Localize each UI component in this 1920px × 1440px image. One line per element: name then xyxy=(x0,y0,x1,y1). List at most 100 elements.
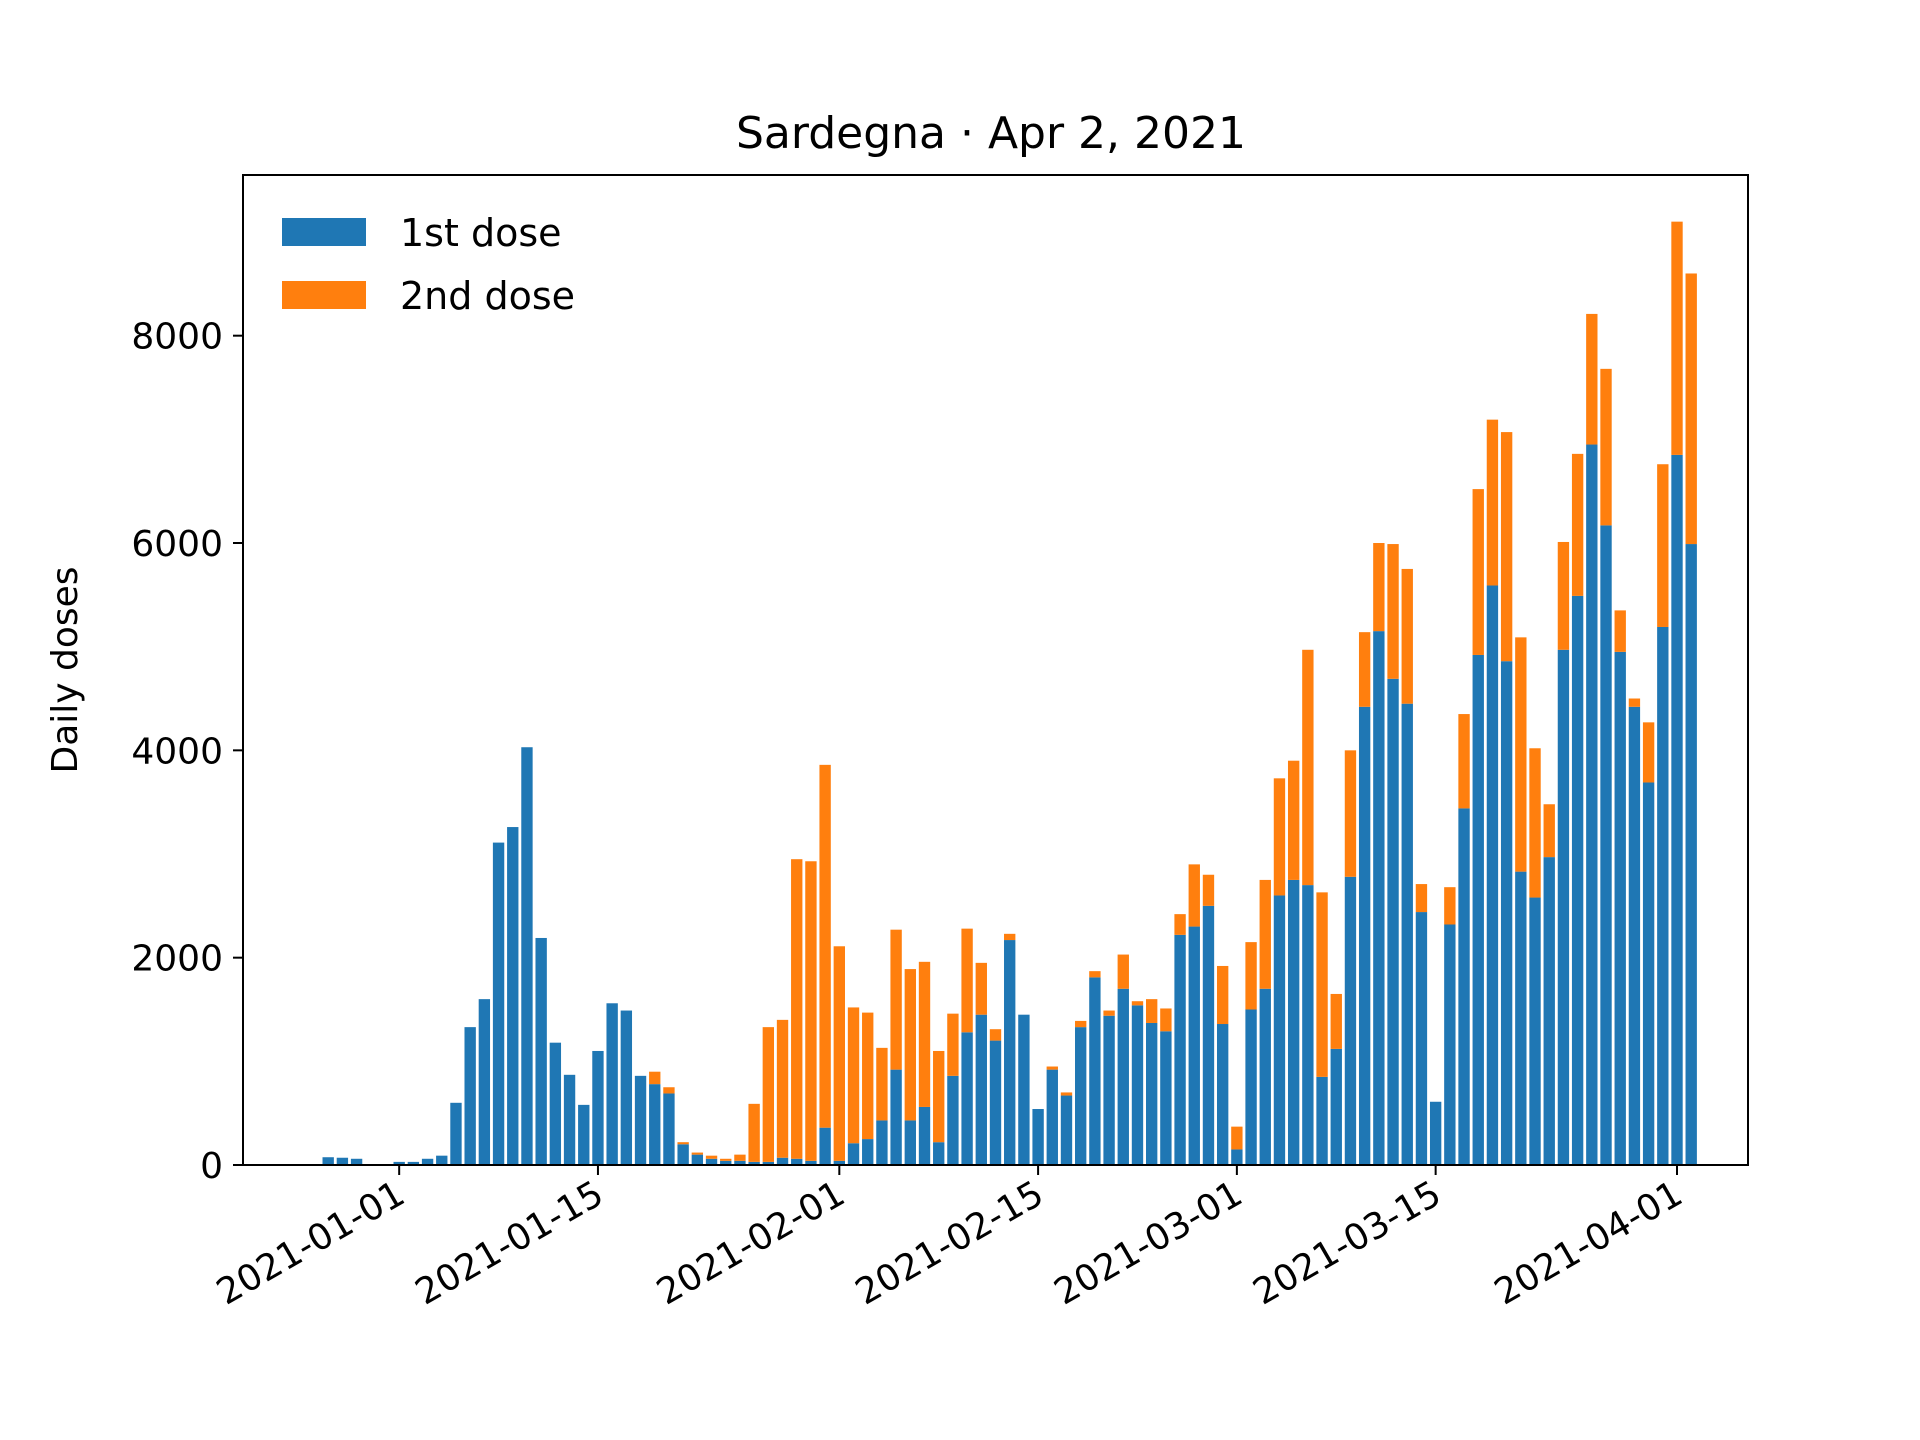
bar-1st-dose xyxy=(1075,1027,1087,1165)
bar-1st-dose xyxy=(1202,905,1215,1165)
bar-1st-dose xyxy=(663,1093,675,1165)
bar-1st-dose xyxy=(748,1161,760,1165)
bar-2nd-dose xyxy=(989,1029,1002,1041)
bar-2nd-dose xyxy=(1671,221,1683,455)
bar-2nd-dose xyxy=(947,1013,959,1076)
bar-2nd-dose xyxy=(847,1007,860,1144)
bar-1st-dose xyxy=(1330,1048,1342,1165)
bar-2nd-dose xyxy=(1628,698,1641,707)
bar-2nd-dose xyxy=(776,1019,789,1158)
bar-1st-dose xyxy=(492,842,505,1165)
bar-2nd-dose xyxy=(1316,892,1328,1077)
y-tick-label: 8000 xyxy=(131,317,223,358)
bar-2nd-dose xyxy=(691,1152,704,1155)
bar-2nd-dose xyxy=(1004,933,1016,941)
bar-2nd-dose xyxy=(1075,1020,1087,1028)
bar-1st-dose xyxy=(1117,988,1129,1165)
bar-1st-dose xyxy=(1685,544,1697,1165)
bar-1st-dose xyxy=(322,1157,334,1165)
bar-1st-dose xyxy=(393,1161,405,1165)
bar-2nd-dose xyxy=(1600,368,1612,526)
bar-2nd-dose xyxy=(933,1050,945,1143)
x-tick-label: 2021-01-15 xyxy=(409,1173,611,1313)
bar-1st-dose xyxy=(1401,703,1413,1165)
bar-1st-dose xyxy=(1614,651,1626,1165)
bar-1st-dose xyxy=(947,1075,959,1165)
bar-2nd-dose xyxy=(1302,649,1314,886)
bar-1st-dose xyxy=(1146,1022,1158,1165)
bar-2nd-dose xyxy=(1273,778,1286,896)
bar-1st-dose xyxy=(620,1010,633,1165)
bar-1st-dose xyxy=(904,1120,916,1165)
bar-1st-dose xyxy=(407,1161,420,1165)
x-tick-label: 2021-04-01 xyxy=(1488,1173,1690,1313)
bar-2nd-dose xyxy=(649,1071,661,1085)
bar-2nd-dose xyxy=(1231,1126,1243,1150)
bar-1st-dose xyxy=(1486,585,1499,1165)
bar-2nd-dose xyxy=(1131,1001,1144,1006)
y-tick-label: 0 xyxy=(200,1146,223,1187)
bar-2nd-dose xyxy=(1543,804,1555,858)
bar-1st-dose xyxy=(819,1127,831,1165)
bar-1st-dose xyxy=(1160,1031,1172,1165)
bars xyxy=(322,221,1697,1165)
bar-1st-dose xyxy=(691,1154,704,1165)
bar-2nd-dose xyxy=(762,1027,775,1162)
bar-1st-dose xyxy=(464,1027,476,1165)
bar-2nd-dose xyxy=(1358,632,1371,707)
bar-1st-dose xyxy=(805,1160,817,1165)
bar-1st-dose xyxy=(734,1160,746,1165)
bar-2nd-dose xyxy=(1089,971,1101,978)
bar-1st-dose xyxy=(1089,977,1101,1165)
bar-2nd-dose xyxy=(876,1047,888,1121)
bar-1st-dose xyxy=(1216,1024,1229,1165)
bar-2nd-dose xyxy=(705,1155,718,1159)
bar-2nd-dose xyxy=(791,859,803,1159)
y-tick-label: 6000 xyxy=(131,524,223,565)
bar-1st-dose xyxy=(1557,649,1570,1165)
bar-2nd-dose xyxy=(1500,432,1513,662)
bar-1st-dose xyxy=(876,1120,888,1165)
bar-1st-dose xyxy=(989,1040,1002,1165)
bar-1st-dose xyxy=(1259,988,1271,1165)
bar-1st-dose xyxy=(776,1157,789,1165)
bar-1st-dose xyxy=(592,1050,604,1165)
bar-2nd-dose xyxy=(890,929,902,1070)
bar-1st-dose xyxy=(1458,808,1470,1165)
bar-1st-dose xyxy=(791,1158,803,1165)
bar-2nd-dose xyxy=(1202,874,1215,906)
bar-1st-dose xyxy=(975,1014,987,1165)
bar-2nd-dose xyxy=(1103,1010,1115,1016)
bar-2nd-dose xyxy=(805,861,817,1161)
legend-swatch-1st-dose xyxy=(282,218,366,246)
bar-1st-dose xyxy=(705,1158,718,1165)
bar-1st-dose xyxy=(890,1069,902,1165)
bar-2nd-dose xyxy=(1401,568,1413,704)
y-tick-label: 4000 xyxy=(131,731,223,772)
x-tick-label: 2021-02-15 xyxy=(849,1173,1051,1313)
bar-1st-dose xyxy=(1103,1015,1115,1165)
bar-2nd-dose xyxy=(1117,954,1129,989)
x-tick-label: 2021-03-01 xyxy=(1048,1173,1250,1313)
bar-1st-dose xyxy=(1316,1076,1328,1165)
y-axis: 0 2000 4000 6000 8000 xyxy=(131,317,243,1187)
bar-1st-dose xyxy=(606,1003,618,1165)
bar-2nd-dose xyxy=(1515,637,1527,872)
bar-2nd-dose xyxy=(961,928,973,1033)
bar-1st-dose xyxy=(649,1084,661,1165)
bar-2nd-dose xyxy=(1259,879,1271,989)
bar-2nd-dose xyxy=(1458,714,1470,809)
bar-1st-dose xyxy=(1060,1095,1073,1165)
bar-2nd-dose xyxy=(1344,750,1357,877)
bar-1st-dose xyxy=(535,937,547,1165)
bar-2nd-dose xyxy=(1046,1066,1058,1070)
bar-2nd-dose xyxy=(1557,541,1570,650)
bar-2nd-dose xyxy=(1387,544,1399,679)
bar-2nd-dose xyxy=(904,969,916,1121)
bar-2nd-dose xyxy=(1216,965,1229,1025)
bar-2nd-dose xyxy=(819,764,831,1128)
bar-1st-dose xyxy=(1657,626,1669,1165)
bar-1st-dose xyxy=(1287,879,1300,1165)
bar-1st-dose xyxy=(450,1102,462,1165)
